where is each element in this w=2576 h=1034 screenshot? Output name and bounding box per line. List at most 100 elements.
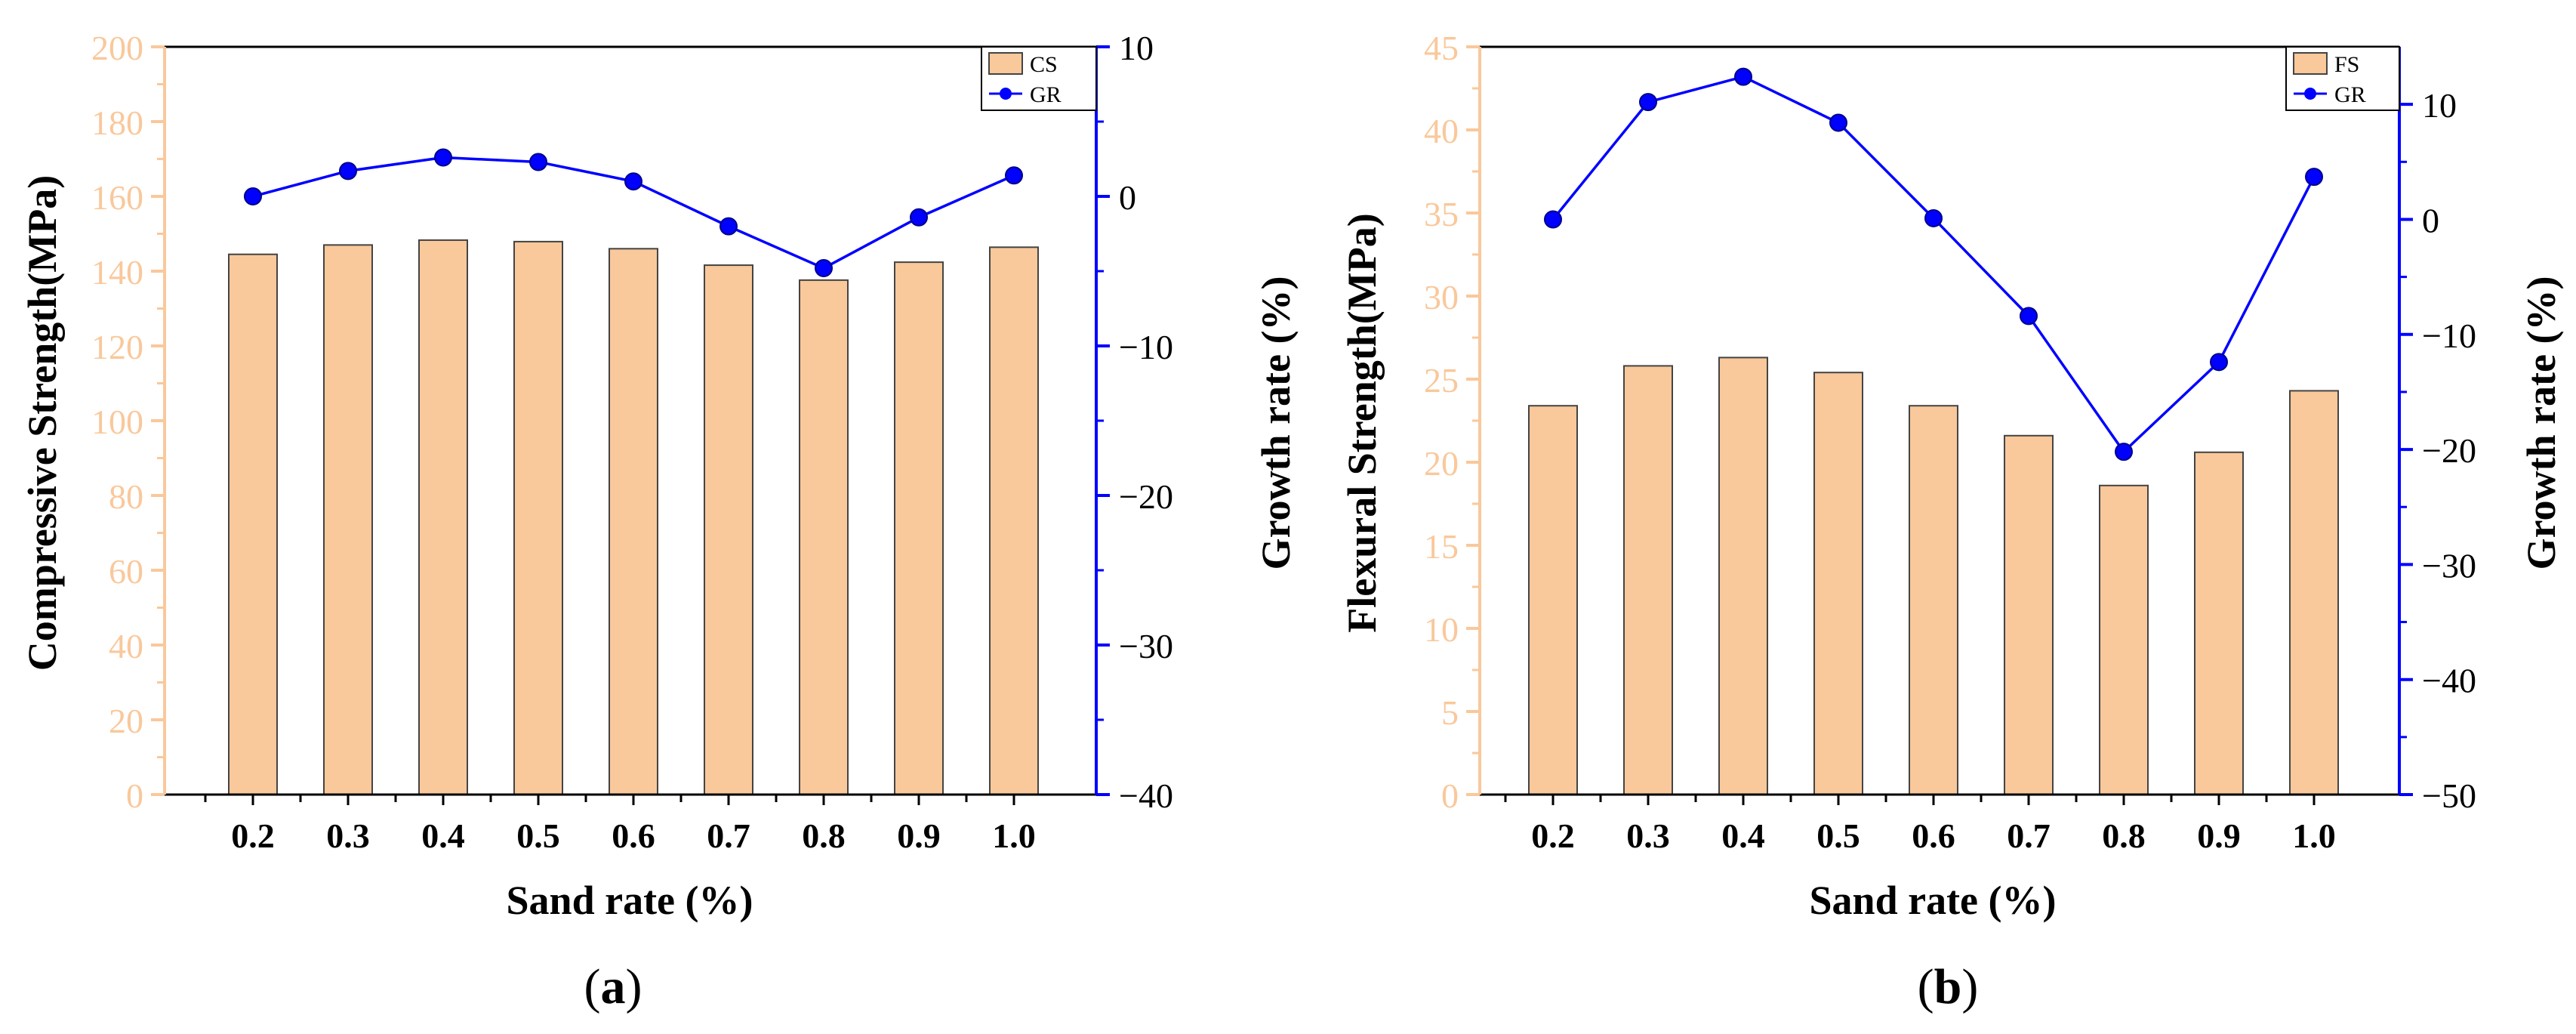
svg-text:(b): (b) xyxy=(1918,959,1979,1014)
y-axis-label-right: Growth rate (%) xyxy=(2519,276,2564,570)
y-tick-label-right: −40 xyxy=(2422,662,2476,700)
y-tick-label-left: 35 xyxy=(1424,195,1459,233)
x-tick-label: 0.5 xyxy=(516,816,560,855)
y-tick-label-left: 180 xyxy=(91,103,143,142)
bar-cs xyxy=(609,248,658,795)
legend-label: GR xyxy=(2334,82,2366,107)
y-tick-label-left: 120 xyxy=(91,328,143,366)
data-point-gr xyxy=(624,172,642,191)
data-point-gr xyxy=(1639,93,1657,112)
y-tick-label-left: 0 xyxy=(1441,776,1459,815)
legend-label: FS xyxy=(2334,52,2359,77)
y-tick-label-left: 60 xyxy=(109,552,143,591)
y-tick-label-right: 10 xyxy=(1119,29,1154,67)
bar-fs xyxy=(1718,356,1768,795)
data-point-gr xyxy=(1005,166,1023,185)
legend-label: CS xyxy=(1030,52,1058,77)
y-tick-label-right: −40 xyxy=(1119,776,1173,815)
x-tick-label: 0.7 xyxy=(2007,816,2051,855)
y-tick-label-right: −50 xyxy=(2422,776,2476,815)
y-axis-label-left: Compressive Strength(MPa) xyxy=(20,175,65,671)
data-point-gr xyxy=(2210,353,2228,372)
x-tick-label: 0.2 xyxy=(231,816,275,855)
x-tick-label: 1.0 xyxy=(2292,816,2336,855)
data-point-gr xyxy=(1924,208,1943,227)
x-tick-label: 0.7 xyxy=(707,816,750,855)
panel-caption: (b) xyxy=(1918,959,1979,1014)
x-axis-label: Sand rate (%) xyxy=(1810,878,2057,923)
x-tick-label: 0.6 xyxy=(612,816,655,855)
y-tick-label-left: 140 xyxy=(91,253,143,292)
legend-swatch-bar xyxy=(988,52,1023,75)
bar-cs xyxy=(894,261,944,795)
chart-panel-b: Flexural Strength(MPa) Growth rate (%) S… xyxy=(1339,29,2564,1014)
svg-text:(a): (a) xyxy=(584,959,642,1014)
legend: CS GR xyxy=(981,46,1097,111)
y-tick-label-left: 25 xyxy=(1424,361,1459,400)
legend-label: GR xyxy=(1030,82,1062,107)
x-tick-label: 0.3 xyxy=(326,816,370,855)
chart-panel-a: Compressive Strength(MPa) Growth rate (%… xyxy=(20,29,1299,1014)
y-axis-label-right: Growth rate (%) xyxy=(1253,276,1299,570)
y-tick-label-left: 40 xyxy=(109,627,143,665)
bar-fs xyxy=(1909,405,1958,795)
x-tick-label: 0.3 xyxy=(1626,816,1670,855)
bar-fs xyxy=(2099,484,2149,795)
y-tick-label-right: −20 xyxy=(1119,477,1173,516)
y-tick-label-left: 45 xyxy=(1424,29,1459,67)
legend-swatch-bar xyxy=(2293,52,2328,75)
data-point-gr xyxy=(815,259,833,278)
data-point-gr xyxy=(719,217,738,236)
data-point-gr xyxy=(2115,443,2133,461)
x-tick-label: 0.9 xyxy=(897,816,941,855)
x-tick-label: 0.6 xyxy=(1912,816,1955,855)
bar-fs xyxy=(1813,372,1863,795)
y-tick-label-right: −10 xyxy=(2422,316,2476,355)
x-tick-label: 0.4 xyxy=(421,816,465,855)
x-tick-label: 0.2 xyxy=(1531,816,1575,855)
y-tick-label-left: 40 xyxy=(1424,112,1459,150)
bar-cs xyxy=(228,253,278,796)
y-tick-label-left: 0 xyxy=(126,776,143,815)
y-tick-label-right: 10 xyxy=(2422,86,2457,125)
y-tick-label-left: 160 xyxy=(91,178,143,217)
bar-cs xyxy=(799,279,849,795)
y-tick-label-left: 15 xyxy=(1424,527,1459,566)
legend-swatch-marker xyxy=(2304,88,2316,100)
data-point-gr xyxy=(1544,210,1562,229)
data-point-gr xyxy=(910,208,928,227)
panel-letter: a xyxy=(601,959,626,1014)
bar-cs xyxy=(323,244,373,796)
y-tick-label-right: −20 xyxy=(2422,431,2476,470)
x-tick-label: 0.9 xyxy=(2197,816,2241,855)
data-point-gr xyxy=(244,187,262,205)
y-tick-label-left: 20 xyxy=(1424,444,1459,483)
bar-cs xyxy=(418,239,468,796)
x-tick-label: 1.0 xyxy=(992,816,1036,855)
y-tick-label-left: 10 xyxy=(1424,610,1459,649)
y-tick-label-right: −30 xyxy=(1119,627,1173,665)
y-axis-label-left: Flexural Strength(MPa) xyxy=(1339,213,1385,632)
bar-fs xyxy=(1528,405,1578,795)
legend: FS GR xyxy=(2285,46,2400,111)
x-tick-label: 0.4 xyxy=(1721,816,1765,855)
x-tick-label: 0.5 xyxy=(1816,816,1860,855)
bar-fs xyxy=(1623,365,1673,795)
bar-fs xyxy=(2194,451,2244,795)
y-tick-label-right: −30 xyxy=(2422,546,2476,585)
bar-fs xyxy=(2289,390,2339,795)
data-point-gr xyxy=(529,153,547,171)
y-tick-label-left: 30 xyxy=(1424,278,1459,316)
y-tick-label-right: −10 xyxy=(1119,328,1173,366)
data-point-gr xyxy=(2020,307,2038,326)
x-tick-label: 0.8 xyxy=(2102,816,2146,855)
y-tick-label-left: 80 xyxy=(109,477,143,516)
data-point-gr xyxy=(339,162,357,181)
y-tick-label-left: 20 xyxy=(109,702,143,740)
bar-cs xyxy=(513,240,563,795)
legend-swatch-marker xyxy=(1000,88,1012,100)
x-tick-label: 0.8 xyxy=(802,816,846,855)
data-point-gr xyxy=(434,148,452,167)
y-tick-label-left: 200 xyxy=(91,29,143,67)
